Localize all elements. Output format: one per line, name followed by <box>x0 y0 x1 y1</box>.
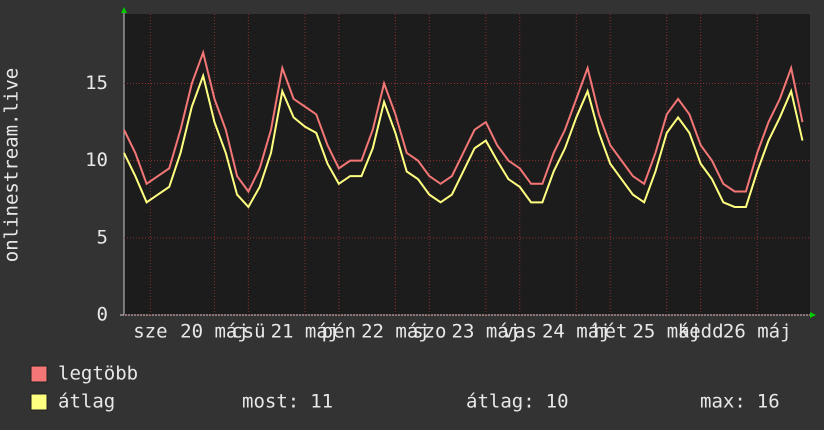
stat-label: átlag: <box>466 391 535 413</box>
x-tick-label: csü <box>231 321 265 343</box>
series-line <box>123 72 804 209</box>
y-tick-label: 15 <box>85 72 108 94</box>
stat-label: most: <box>242 391 299 413</box>
x-tick-label: kedd <box>678 321 724 343</box>
stat-label: max: <box>700 391 746 413</box>
series-line <box>123 49 804 194</box>
x-tick-label: hét <box>593 321 627 343</box>
y-tick-label: 10 <box>85 149 108 171</box>
x-tick-label: szo <box>412 321 446 343</box>
y-arrow <box>121 7 127 13</box>
stat-value: 11 <box>310 391 333 413</box>
y-tick-label: 0 <box>97 304 108 326</box>
stat-value: 16 <box>757 391 780 413</box>
x-arrow <box>810 312 816 318</box>
legend-swatch <box>30 365 48 383</box>
legend-label: legtöbb <box>58 363 138 385</box>
x-tick-label: 23 máj <box>452 321 521 343</box>
x-tick-label: 25 máj <box>632 321 701 343</box>
x-tick-label: 22 máj <box>361 321 430 343</box>
legend-label: átlag <box>58 391 115 413</box>
legend-swatch <box>30 393 48 411</box>
x-tick-label: vas <box>503 321 537 343</box>
x-tick-label: 21 máj <box>271 321 340 343</box>
y-tick-label: 5 <box>97 226 108 248</box>
x-tick-label: 20 máj <box>180 321 249 343</box>
x-tick-label: sze <box>133 321 167 343</box>
x-tick-label: pén <box>322 321 356 343</box>
x-tick-label: 24 máj <box>542 321 611 343</box>
y-axis-title: onlinestream.live <box>1 68 23 262</box>
stat-value: 10 <box>546 391 569 413</box>
x-tick-label: 26 máj <box>723 321 792 343</box>
